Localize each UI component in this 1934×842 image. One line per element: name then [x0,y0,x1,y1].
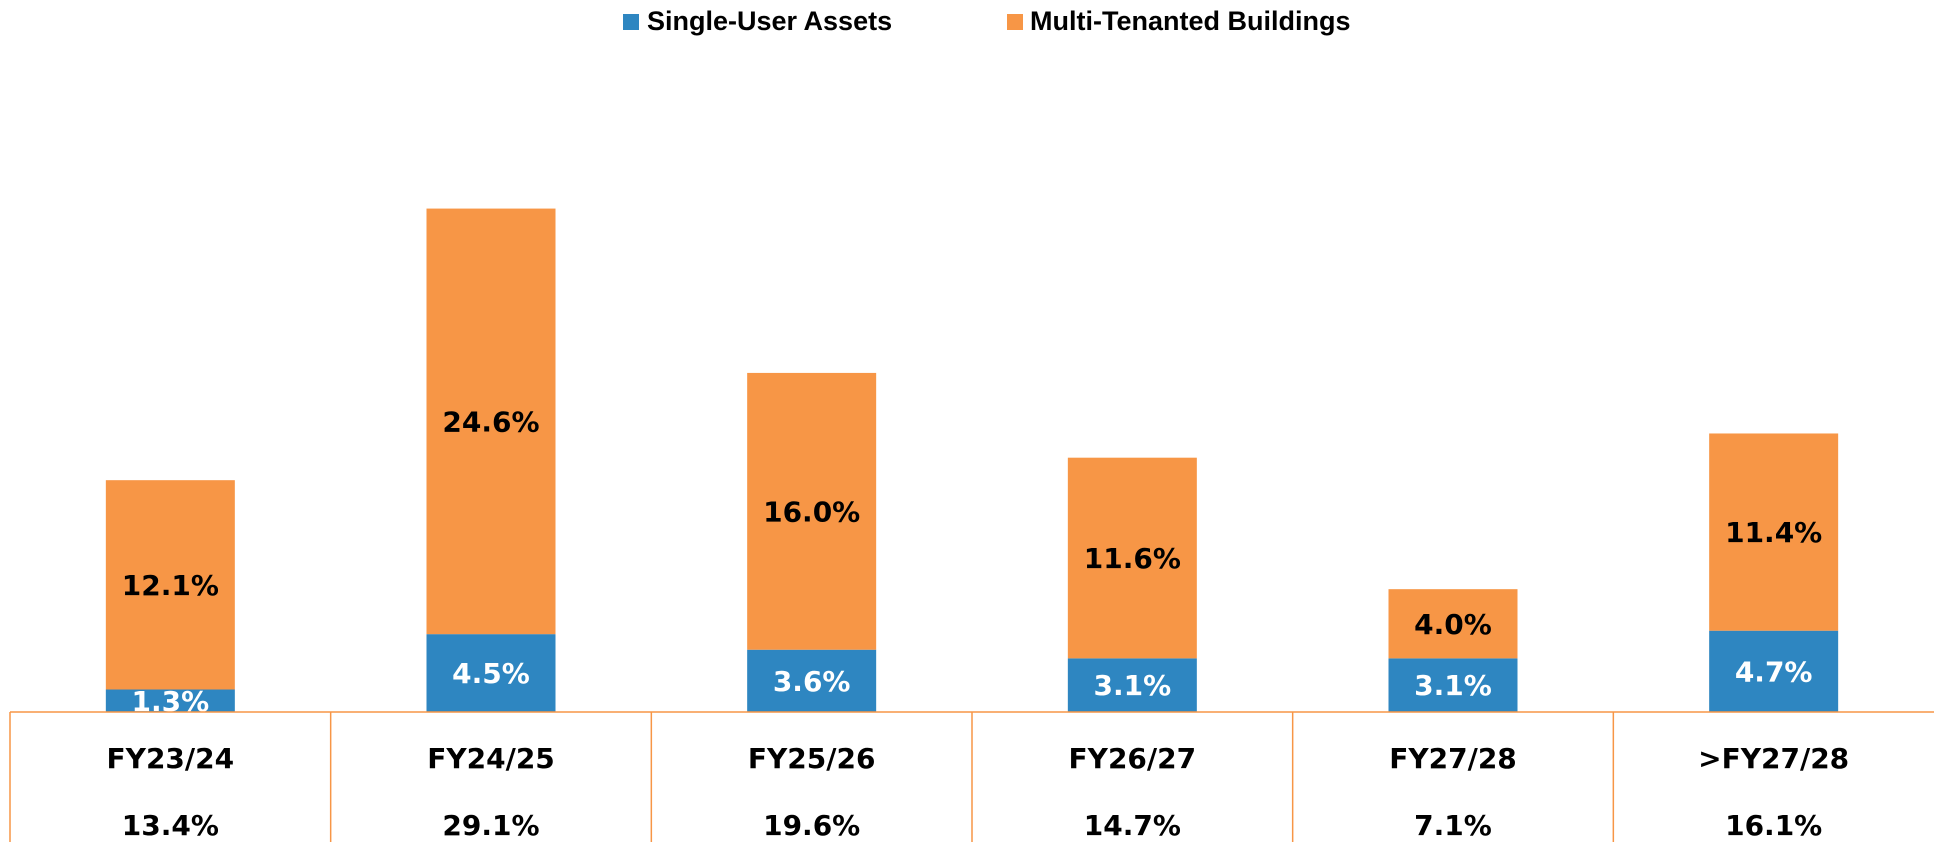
x-tick-label: FY27/28 [1389,742,1517,775]
bar-segment [1067,658,1197,712]
bar-segment [426,634,556,712]
legend-label: Single-User Assets [647,6,892,36]
total-label: 14.7% [1084,809,1181,842]
legend-swatch [1007,14,1023,30]
data-label: 16.0% [763,495,860,528]
data-label: 3.6% [773,665,851,698]
data-label: 24.6% [442,405,539,438]
total-label: 13.4% [122,809,219,842]
x-tick-label: >FY27/28 [1698,742,1849,775]
bar-segment [426,208,556,635]
bar-segment [1067,457,1197,659]
x-tick-label: FY24/25 [427,742,555,775]
data-label: 4.5% [452,657,530,690]
x-tick-label: FY26/27 [1069,742,1197,775]
bar-segment [747,649,877,712]
legend-swatch [623,14,639,30]
total-label: 16.1% [1725,809,1822,842]
bar-segment [105,480,235,690]
legend-label: Multi-Tenanted Buildings [1030,6,1350,36]
total-label: 29.1% [442,809,539,842]
data-label: 1.3% [132,685,210,718]
data-label: 4.7% [1735,655,1813,688]
bar-segment [1709,630,1839,712]
bar-segment [1388,589,1518,659]
total-label: 7.1% [1414,809,1492,842]
x-tick-label: FY23/24 [107,742,235,775]
x-tick-label: FY25/26 [748,742,876,775]
total-label: 19.6% [763,809,860,842]
bar-segment [1709,433,1839,631]
data-label: 11.6% [1084,542,1181,575]
data-label: 3.1% [1094,669,1172,702]
bar-segment [1388,658,1518,712]
data-label: 3.1% [1414,669,1492,702]
data-label: 12.1% [122,569,219,602]
data-label: 11.4% [1725,516,1822,549]
bar-segment [105,689,235,712]
bar-segment [747,372,877,650]
data-label: 4.0% [1414,608,1492,641]
